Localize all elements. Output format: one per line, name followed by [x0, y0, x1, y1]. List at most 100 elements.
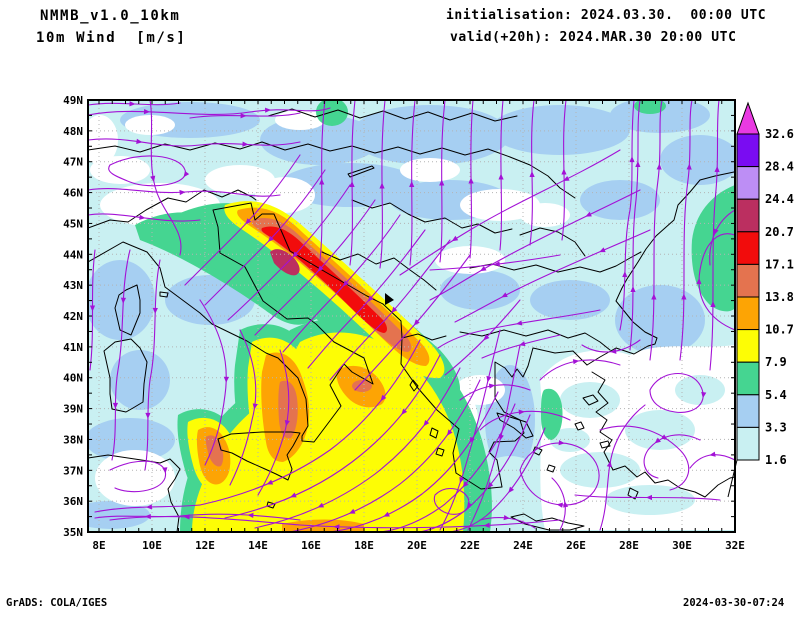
- streamline-arrowhead: [383, 511, 390, 517]
- colorbar-segment: [736, 198, 760, 233]
- streamline-arrowhead: [380, 394, 387, 402]
- colorbar-label: 3.3: [765, 420, 787, 434]
- lat-label: 39N: [63, 403, 83, 416]
- streamline-arrowhead: [183, 170, 190, 178]
- streamline: [354, 254, 471, 391]
- coastline-africa: [88, 454, 181, 532]
- lon-label: 30E: [672, 539, 692, 552]
- lon-label: 18E: [354, 539, 374, 552]
- streamline-arrowhead: [710, 301, 716, 308]
- lat-label: 37N: [63, 464, 83, 477]
- colorbar-tail: [727, 459, 738, 498]
- streamline: [629, 100, 641, 351]
- streamline-arrowhead: [319, 178, 325, 185]
- lon-label: 28E: [619, 539, 639, 552]
- colorbar-segment: [736, 394, 760, 428]
- colorbar-label: 28.4: [765, 160, 794, 174]
- streamline: [709, 100, 720, 371]
- lat-label: 44N: [63, 248, 83, 261]
- colorbar-label: 5.4: [765, 388, 787, 402]
- streamline-arrowhead: [223, 376, 229, 383]
- streamline-arrowhead: [183, 514, 190, 520]
- lat-label: 41N: [63, 341, 83, 354]
- streamline-arrowhead: [150, 175, 156, 182]
- streamline: [599, 425, 690, 491]
- streamline-arrowhead: [145, 504, 152, 510]
- streamline: [184, 154, 301, 286]
- streamline-arrowhead: [488, 383, 496, 389]
- streamline-arrowhead: [656, 163, 662, 170]
- grads-credit: GrADS: COLA/IGES: [6, 597, 108, 609]
- streamline: [409, 100, 416, 266]
- streamline-arrowhead: [139, 214, 146, 220]
- streamline-arrowhead: [483, 334, 490, 341]
- streamline: [199, 339, 421, 506]
- colorbar-label: 1.6: [765, 453, 787, 467]
- initialisation-time: initialisation: 2024.03.30. 00:00 UTC: [446, 8, 767, 23]
- streamline: [581, 339, 641, 353]
- streamline-arrowhead: [487, 481, 494, 489]
- streamline: [289, 379, 481, 532]
- lat-label: 36N: [63, 495, 83, 508]
- streamline-arrowhead: [242, 141, 249, 147]
- streamline: [109, 460, 167, 493]
- streamline: [329, 391, 499, 532]
- streamline: [254, 367, 461, 529]
- colorbar-label: 10.7: [765, 323, 794, 337]
- streamline: [649, 372, 704, 413]
- colorbar-label: 7.9: [765, 355, 787, 369]
- streamline: [519, 442, 600, 506]
- streamline-arrowhead: [264, 107, 272, 113]
- lon-label: 14E: [248, 539, 268, 552]
- streamline-arrowhead: [89, 305, 96, 312]
- streamline-arrowhead: [348, 508, 356, 514]
- streamline-arrowhead: [468, 177, 474, 184]
- streamline-arrowhead: [266, 479, 274, 485]
- streamline-arrowhead: [162, 467, 168, 474]
- streamline-arrowhead: [413, 319, 420, 326]
- colorbar-label: 32.6: [765, 127, 794, 141]
- streamline: [88, 138, 301, 147]
- lon-label: 20E: [407, 539, 427, 552]
- colorbar-arrow: [736, 101, 760, 135]
- streamline-arrowhead: [630, 286, 636, 293]
- streamline-arrowhead: [696, 278, 702, 285]
- colorbar-label: 20.7: [765, 225, 794, 239]
- streamline-arrowhead: [572, 359, 580, 365]
- streamline: [619, 100, 635, 331]
- colorbar: 32.6 28.4 24.4 20.7 17.1 13.8 10.7 7.9 5.4 3.3 1.6: [727, 101, 794, 498]
- lon-axis-labels: 8E 10E 12E 14E 16E 18E 20E 22E 24E 26E 28E 30E 32E: [92, 539, 745, 552]
- streamline: [467, 344, 521, 531]
- lat-label: 42N: [63, 310, 83, 323]
- lon-label: 10E: [142, 539, 162, 552]
- streamline: [108, 155, 186, 187]
- streamline-arrowhead: [292, 251, 299, 258]
- map-frame: [87, 99, 736, 533]
- streamline-arrowhead: [136, 138, 143, 144]
- streamline-arrowhead: [144, 513, 151, 520]
- streamline-arrowhead: [493, 261, 500, 267]
- island-sardinia: [103, 338, 148, 413]
- streamline-arrowhead: [284, 419, 290, 427]
- streamline-arrowhead: [635, 161, 641, 168]
- streamline: [282, 214, 401, 353]
- streamline-arrowhead: [120, 297, 127, 304]
- streamline-arrowhead: [401, 408, 408, 415]
- streamline-arrowhead: [518, 409, 525, 415]
- streamline: [94, 513, 301, 521]
- lat-label: 47N: [63, 156, 83, 169]
- lon-label: 22E: [460, 539, 480, 552]
- shading-crimson: [270, 249, 300, 276]
- streamline: [319, 100, 326, 261]
- lat-label: 48N: [63, 125, 83, 138]
- streamline: [454, 229, 651, 323]
- streamline-arrowhead: [503, 514, 510, 521]
- lon-label: 16E: [301, 539, 321, 552]
- streamline-arrowhead: [501, 292, 508, 298]
- streamline-arrowhead: [145, 412, 151, 419]
- streamline-arrowhead: [179, 189, 186, 196]
- streamline-arrowhead: [267, 235, 274, 242]
- wind-shading: [88, 100, 735, 532]
- streamline-arrowhead: [556, 502, 563, 508]
